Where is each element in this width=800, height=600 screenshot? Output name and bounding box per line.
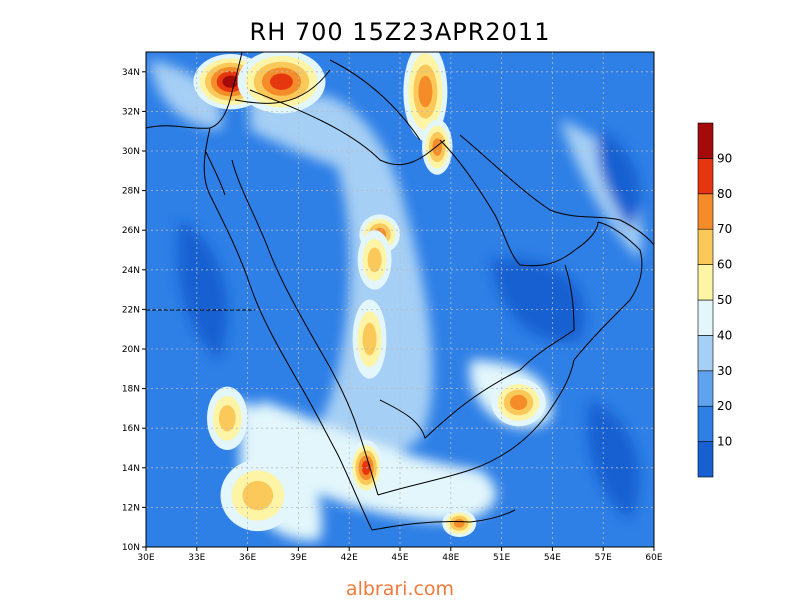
rh-feature	[403, 52, 448, 142]
x-tick-label: 39E	[290, 553, 307, 563]
x-axis: 30E 33E 36E 39E 42E 45E 48E 51E 54E 57E 60E	[137, 547, 663, 563]
gulf-of-suez	[204, 149, 226, 196]
rh-contour-fill	[222, 75, 239, 88]
border-jordan	[234, 69, 331, 104]
y-tick-label: 24N	[122, 266, 140, 276]
horn-of-africa	[371, 509, 516, 531]
colorbar-swatch	[697, 370, 714, 407]
rh-feature	[422, 119, 453, 175]
colorbar-swatch	[697, 335, 714, 372]
rh-feature	[352, 299, 387, 379]
colorbar-swatch	[697, 405, 714, 442]
x-tick-label: 45E	[391, 553, 408, 563]
rh-feature	[237, 52, 326, 114]
rh-feature	[357, 230, 392, 290]
colorbar-label: 60	[717, 258, 732, 272]
yemen-south-coast	[377, 359, 575, 496]
colorbar-label: 30	[717, 364, 732, 378]
rh-feature	[220, 459, 296, 532]
colorbar-swatch	[697, 193, 714, 230]
x-tick-label: 57E	[595, 553, 612, 563]
rh-contour-fill	[418, 75, 433, 108]
moist-band-east	[560, 120, 642, 260]
colorbar-label: 10	[717, 435, 732, 449]
y-tick-label: 34N	[122, 68, 140, 78]
colorbar-swatch	[697, 299, 714, 336]
colorbar-swatch	[697, 122, 714, 159]
y-tick-label: 26N	[122, 226, 140, 236]
rh-contour-fill	[432, 138, 443, 156]
colorbar-label: 80	[717, 187, 732, 201]
x-tick-label: 51E	[493, 553, 510, 563]
y-tick-label: 16N	[122, 424, 140, 434]
y-axis: 10N 12N 14N 16N 18N 20N 22N 24N 26N 28N 30N 32N 34N	[122, 68, 146, 553]
y-tick-label: 10N	[122, 543, 140, 553]
dry-northeast	[597, 130, 640, 230]
y-tick-label: 12N	[122, 503, 140, 513]
x-tick-label: 60E	[645, 553, 662, 563]
rh-contour-fill	[270, 73, 293, 90]
y-tick-label: 22N	[122, 305, 140, 315]
colorbar-label: 70	[717, 222, 732, 236]
dry-gulf	[490, 258, 586, 342]
border-iraq-iran	[329, 59, 421, 141]
x-tick-label: 36E	[239, 553, 256, 563]
rh-feature	[491, 378, 546, 427]
sinai-red-sea-west	[203, 127, 373, 531]
colorbar-label: 90	[717, 151, 732, 165]
x-tick-label: 48E	[442, 553, 459, 563]
y-tick-label: 30N	[122, 147, 140, 157]
y-tick-label: 18N	[122, 385, 140, 395]
x-tick-label: 30E	[137, 553, 154, 563]
border-saudi-north	[249, 89, 446, 166]
mediterranean-levant-coast	[146, 52, 243, 129]
lighter-mediterranean	[150, 60, 222, 130]
rh-contour-fill	[367, 247, 382, 273]
persian-gulf-west	[439, 139, 599, 267]
red-sea-east-coast	[231, 159, 379, 496]
colorbar: 10 20 30 40 50 60 70 80 90	[697, 122, 732, 478]
border-saudi-yemen	[379, 369, 521, 439]
colorbar-label: 50	[717, 293, 732, 307]
rh-feature	[442, 509, 477, 538]
colorbar-swatch	[697, 264, 714, 301]
colorbar-swatch	[697, 228, 714, 265]
coastlines-borders	[146, 52, 654, 531]
dry-west	[177, 220, 228, 360]
plot-area	[146, 52, 654, 547]
rh-contour-fill	[242, 480, 274, 511]
watermark: albrari.com	[345, 578, 455, 600]
y-tick-label: 20N	[122, 345, 140, 355]
x-tick-label: 42E	[341, 553, 358, 563]
rh-contour-fill	[453, 518, 465, 528]
x-tick-label: 33E	[188, 553, 205, 563]
map-title: RH 700 15Z23APR2011	[249, 18, 551, 46]
rh-contour-fill	[218, 405, 236, 432]
y-tick-label: 32N	[122, 107, 140, 117]
rh-features	[193, 52, 546, 538]
persian-gulf-east	[459, 134, 654, 246]
rh-feature	[206, 386, 248, 450]
rh-contour-fill	[509, 394, 528, 411]
y-tick-label: 14N	[122, 464, 140, 474]
rh-contour-fill	[362, 322, 377, 356]
colorbar-label: 20	[717, 399, 732, 413]
colorbar-swatch	[697, 441, 714, 478]
dry-southeast	[587, 400, 640, 520]
y-tick-label: 28N	[122, 187, 140, 197]
border-oman-saudi	[519, 264, 575, 371]
x-tick-label: 54E	[544, 553, 561, 563]
oman-coast	[573, 221, 643, 361]
colorbar-swatch	[697, 158, 714, 195]
colorbar-label: 40	[717, 328, 732, 342]
